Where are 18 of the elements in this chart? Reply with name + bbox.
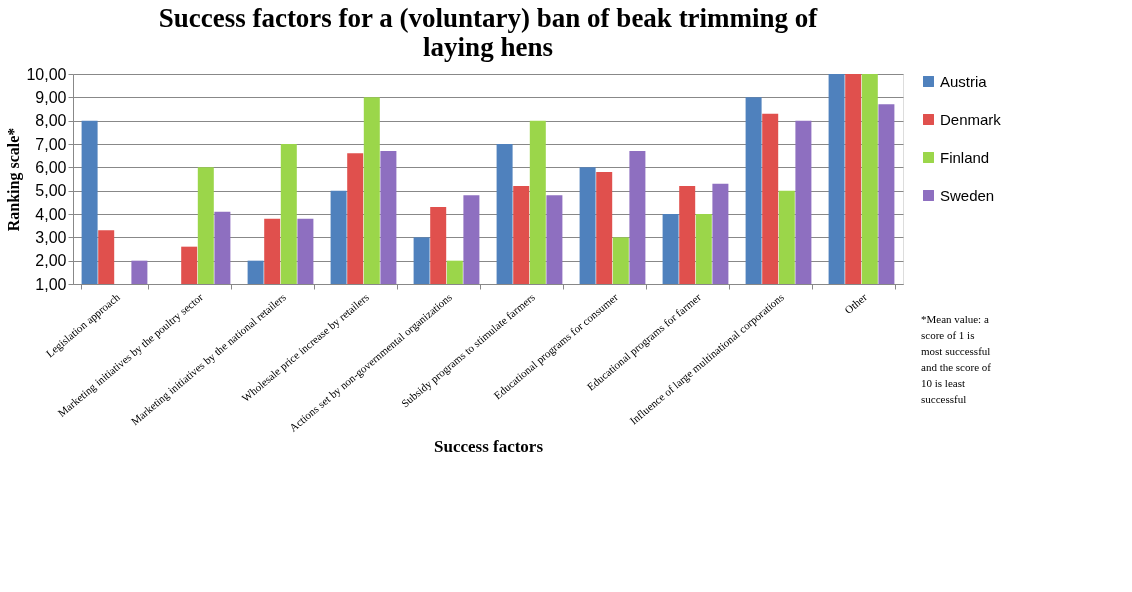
y-tick-label: 6,00	[35, 158, 67, 176]
legend-label: Denmark	[940, 110, 1002, 128]
chart-title: Success factors for a (voluntary) ban of beak trimming of laying hens	[158, 3, 819, 62]
legend-label: Finland	[940, 148, 990, 166]
legend-label: Sweden	[940, 186, 995, 204]
y-axis-title: Ranking scale*	[5, 127, 24, 232]
x-axis-title: Success factors	[433, 437, 544, 457]
legend-label: Austria	[940, 72, 988, 90]
y-tick-label: 9,00	[35, 88, 67, 106]
y-tick-label: 8,00	[35, 112, 67, 130]
y-tick-label: 2,00	[35, 252, 67, 270]
y-tick-label: 5,00	[35, 182, 67, 200]
y-tick-label: 1,00	[35, 275, 67, 293]
text: *Mean value: a score of 1 is most successful and the score of 10 is least successful	[921, 313, 992, 405]
y-tick-label: 10,00	[26, 65, 67, 83]
y-tick-label: 7,00	[35, 135, 67, 153]
y-tick-label: 3,00	[35, 228, 67, 246]
y-tick-label: 4,00	[35, 205, 67, 223]
